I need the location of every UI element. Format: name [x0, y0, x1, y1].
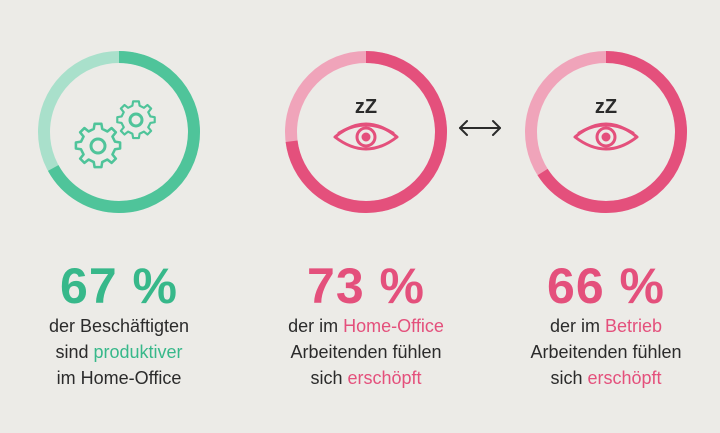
percentage-value-1: 67 %	[60, 258, 178, 314]
donut-ring-3: zZ	[519, 45, 693, 219]
description-3-line1: der im Betrieb	[496, 313, 716, 339]
donut-ring-2: zZ	[279, 45, 453, 219]
stat-card-productive: 67 % der Beschäftigten sind produktiver …	[9, 45, 229, 425]
donut-chart-2: zZ	[285, 51, 447, 213]
stat-card-office-exhausted: zZ 66 % der im Betrieb Arbeitenden fühle…	[496, 45, 716, 425]
description-1-line2: sind produktiver	[9, 339, 229, 365]
donut-chart-1	[38, 51, 200, 213]
stat-card-home-office-exhausted: zZ 73 % der im Home-Office Arbeitenden f…	[256, 45, 476, 425]
highlight-erschoepft-1: erschöpft	[347, 368, 422, 388]
donut-value-arc-2	[285, 51, 447, 213]
donut-ring-1	[32, 45, 206, 219]
description-3: der im Betrieb Arbeitenden fühlen sich e…	[496, 313, 716, 391]
description-2-line1: der im Home-Office	[256, 313, 476, 339]
double-arrow-icon	[459, 120, 501, 136]
sleep-zz-text: zZ	[355, 96, 377, 118]
description-2-line2: Arbeitenden fühlen	[290, 342, 442, 362]
highlight-erschoepft-2: erschöpft	[587, 368, 662, 388]
highlight-produktiver: produktiver	[93, 342, 183, 362]
description-2-line3: sich erschöpft	[256, 365, 476, 391]
gears-icon	[74, 100, 156, 169]
tired-eye-icon	[333, 122, 399, 151]
description-1-line1: der Beschäftigten	[48, 316, 190, 336]
sleep-zz-text: zZ	[595, 96, 617, 118]
description-2: der im Home-Office Arbeitenden fühlen si…	[256, 313, 476, 391]
highlight-betrieb: Betrieb	[604, 316, 663, 336]
description-1: der Beschäftigten sind produktiver im Ho…	[9, 313, 229, 391]
percentage-value-3: 66 %	[547, 258, 665, 314]
donut-value-arc-1	[38, 51, 200, 213]
description-1-line2-prefix: sind	[55, 342, 94, 362]
description-1-line3: im Home-Office	[56, 368, 182, 388]
highlight-home-office: Home-Office	[343, 316, 444, 336]
percentage-value-2: 73 %	[307, 258, 425, 314]
description-3-line1-prefix: der im	[549, 316, 605, 336]
donut-value-arc-3	[525, 51, 687, 213]
description-2-line3-prefix: sich	[310, 368, 348, 388]
description-2-line1-prefix: der im	[288, 316, 344, 336]
description-3-line2: Arbeitenden fühlen	[530, 342, 682, 362]
description-3-line3-prefix: sich	[550, 368, 588, 388]
tired-eye-icon	[573, 122, 639, 151]
description-3-line3: sich erschöpft	[496, 365, 716, 391]
donut-chart-3: zZ	[525, 51, 687, 213]
